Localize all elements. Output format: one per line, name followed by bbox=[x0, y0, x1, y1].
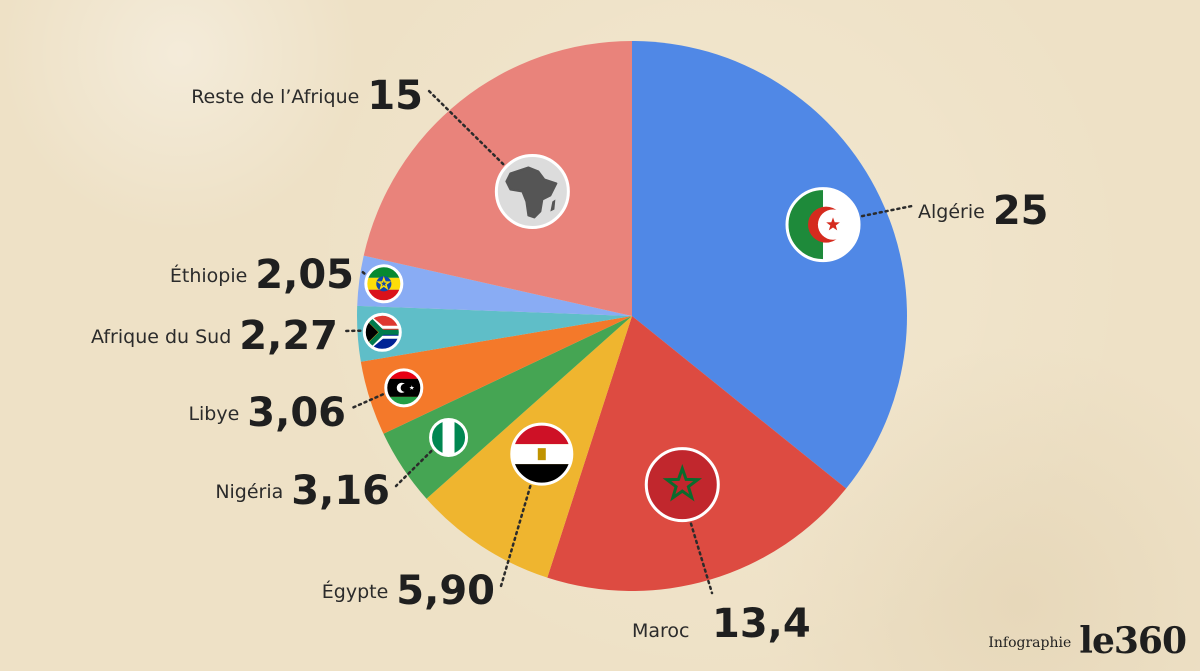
slice-icons bbox=[362, 153, 861, 523]
flag-libya-icon bbox=[384, 368, 424, 408]
label-libye: Libye bbox=[188, 403, 239, 425]
leader-ethiopie bbox=[358, 268, 366, 275]
label-reste-de-l-afrique: Reste de l’Afrique bbox=[191, 86, 359, 108]
value-ethiopie: 2,05 bbox=[255, 252, 354, 298]
leader-reste-de-l-afrique bbox=[427, 89, 505, 166]
leader-maroc bbox=[689, 522, 714, 595]
label-egypte: Égypte bbox=[322, 580, 389, 603]
value-afrique-du-sud: 2,27 bbox=[239, 313, 338, 359]
label-afrique-du-sud: Afrique du Sud bbox=[91, 326, 231, 348]
le360-logo: le360 bbox=[1079, 620, 1187, 662]
value-libye: 3,06 bbox=[247, 390, 346, 436]
credit: Infographie le360 bbox=[988, 620, 1187, 662]
flag-algeria-icon bbox=[785, 187, 861, 263]
leader-algerie bbox=[860, 204, 914, 218]
label-ethiopie: Éthiopie bbox=[170, 264, 247, 287]
leader-libye bbox=[350, 393, 385, 410]
value-reste-de-l-afrique: 15 bbox=[367, 73, 423, 119]
slice-algerie bbox=[632, 41, 907, 489]
leader-nigeria bbox=[394, 449, 433, 488]
slice-labels: Algérie 25 Maroc 13,4 Égypte 5,90 Nigéria 3,16 L… bbox=[91, 73, 1048, 647]
slice-libye bbox=[360, 316, 632, 434]
label-nigeria: Nigéria bbox=[215, 481, 283, 503]
credit-label: Infographie bbox=[988, 635, 1072, 651]
value-algerie: 25 bbox=[993, 188, 1049, 234]
value-maroc: 13,4 bbox=[712, 601, 811, 647]
value-egypte: 5,90 bbox=[396, 568, 495, 614]
flag-ethiopia-icon bbox=[364, 264, 404, 304]
label-maroc: Maroc bbox=[632, 620, 690, 642]
flag-egypt-icon bbox=[510, 422, 574, 486]
value-nigeria: 3,16 bbox=[291, 468, 390, 514]
africa-map-icon bbox=[494, 153, 570, 229]
slice-ethiopie bbox=[357, 255, 632, 316]
leader-egypte bbox=[499, 484, 532, 588]
label-algerie: Algérie bbox=[918, 201, 985, 223]
flag-morocco-icon bbox=[644, 447, 720, 523]
flag-nigeria-icon bbox=[429, 417, 469, 457]
pie-slices bbox=[357, 41, 907, 591]
slice-afrique-du-sud bbox=[357, 305, 632, 362]
flag-south-africa-icon bbox=[362, 312, 402, 352]
leader-lines bbox=[342, 89, 914, 595]
